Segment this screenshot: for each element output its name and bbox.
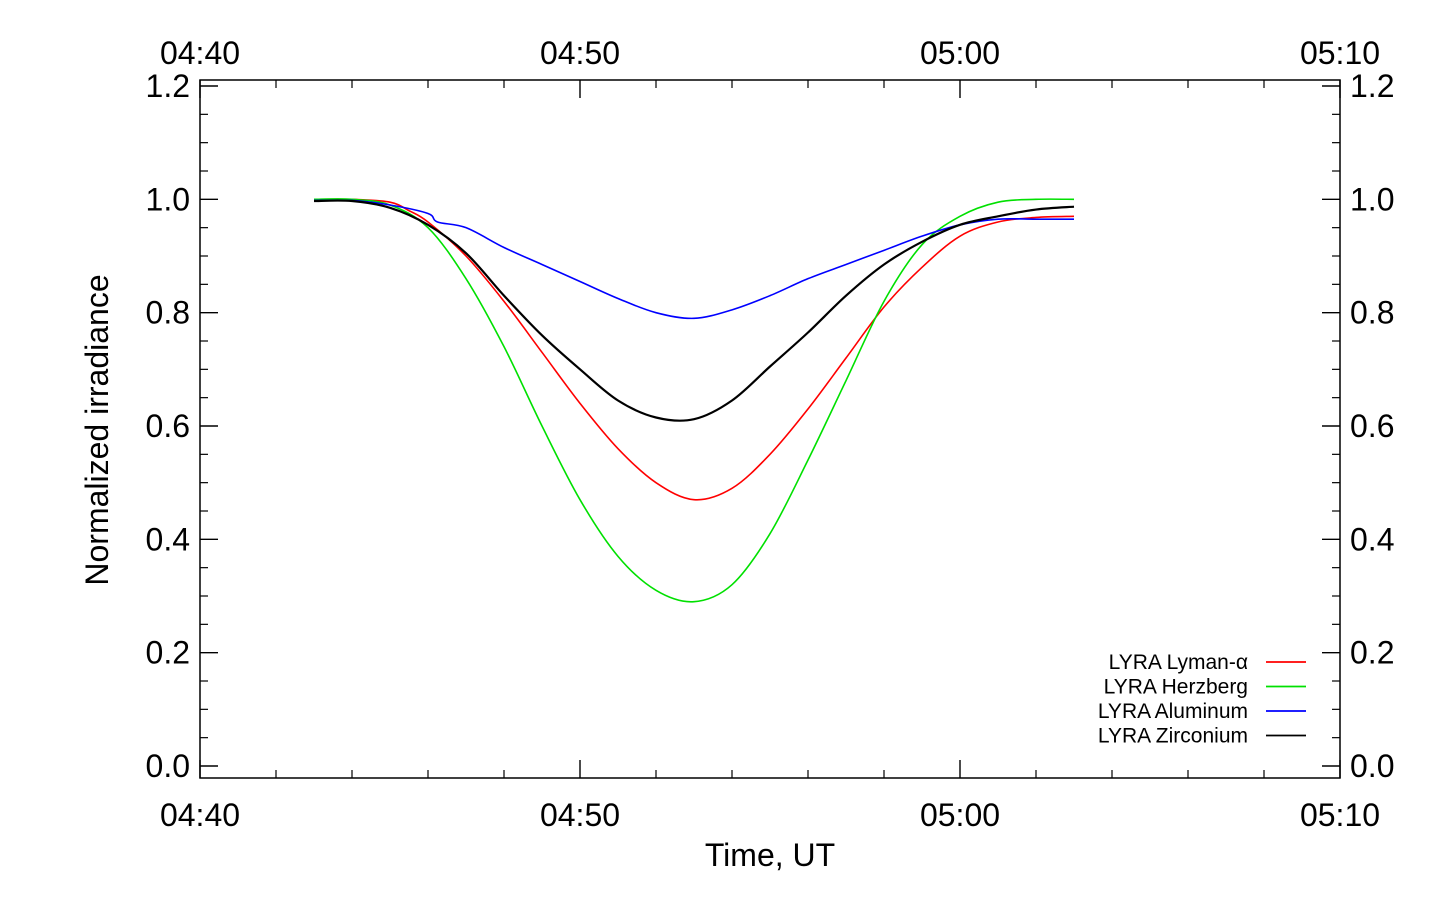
series-line-3 <box>313 199 1074 320</box>
y-tick-label-right: 0.2 <box>1350 635 1394 671</box>
y-tick-label-right: 1.2 <box>1350 68 1394 104</box>
tick-labels: 04:40 04:40 04:50 04:50 05:00 05:00 05:10 05:10… <box>146 35 1395 833</box>
y-tick-label: 0.6 <box>146 408 190 444</box>
legend-label: LYRA Lyman-α <box>1109 651 1248 674</box>
minor-ticks <box>200 80 1340 778</box>
y-tick-label: 0.8 <box>146 295 190 331</box>
x-tick-label-top: 04:40 <box>160 35 240 71</box>
x-tick-label-top: 04:50 <box>540 35 620 71</box>
x-tick-label: 04:50 <box>540 797 620 833</box>
plot-frame <box>199 79 1341 779</box>
major-ticks <box>199 80 1341 778</box>
legend-label: LYRA Aluminum <box>1098 700 1248 723</box>
x-tick-label: 04:40 <box>160 797 240 833</box>
y-tick-label-right: 1.0 <box>1350 181 1394 217</box>
x-tick-label: 05:10 <box>1300 797 1380 833</box>
y-tick-label: 1.0 <box>146 181 190 217</box>
series-line-1 <box>313 198 1075 501</box>
y-axis-title: Normalized irradiance <box>79 274 115 585</box>
series-line-4 <box>313 199 1075 422</box>
y-tick-label-right: 0.0 <box>1350 748 1394 784</box>
y-tick-label-right: 0.4 <box>1350 521 1394 557</box>
legend-label: LYRA Herzberg <box>1104 676 1248 699</box>
y-tick-label-right: 0.6 <box>1350 408 1394 444</box>
x-tick-label-top: 05:00 <box>920 35 1000 71</box>
x-axis-title: Time, UT <box>705 837 835 873</box>
y-tick-label: 1.2 <box>146 68 190 104</box>
x-tick-label: 05:00 <box>920 797 1000 833</box>
series-layer <box>313 198 1075 603</box>
y-tick-label: 0.2 <box>146 635 190 671</box>
x-tick-label-top: 05:10 <box>1300 35 1380 71</box>
legend-label: LYRA Zirconium <box>1098 725 1248 748</box>
y-tick-label: 0.0 <box>146 748 190 784</box>
series-line-2 <box>313 198 1075 603</box>
y-tick-label: 0.4 <box>146 521 190 557</box>
y-tick-label-right: 0.8 <box>1350 295 1394 331</box>
